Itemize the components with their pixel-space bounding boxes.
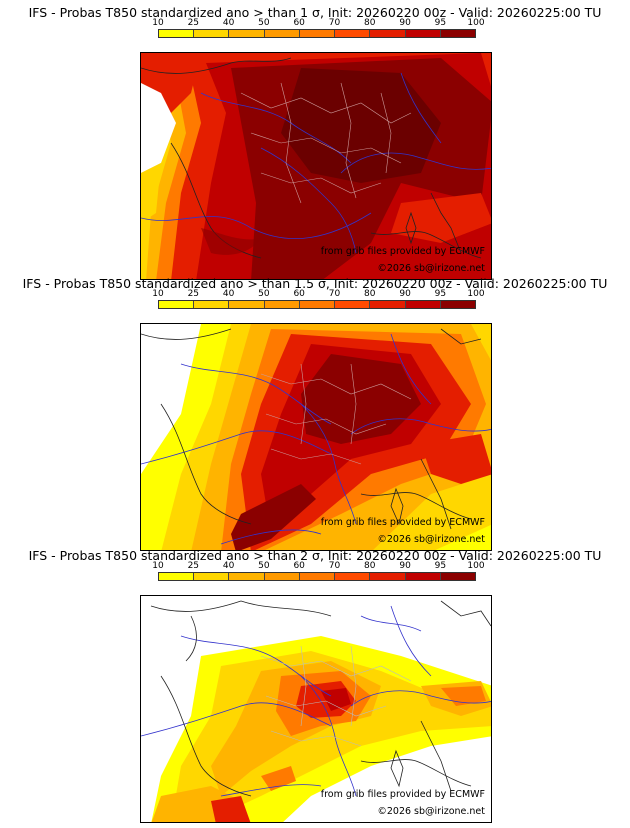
scale-swatch [370,301,406,308]
scale-swatch [335,573,371,580]
scale-swatch [405,30,441,37]
scale-tick: 100 [467,561,485,571]
map-panel-3: IFS - Probas T850 standardized ano > tha… [0,548,630,824]
copyright-credit: ©2026 sb@irizone.net [377,806,485,817]
scale-swatch [299,30,336,37]
panel-title: IFS - Probas T850 standardized ano > tha… [28,548,602,563]
panel-title: IFS - Probas T850 standardized ano > tha… [22,276,608,291]
scale-swatch [159,30,195,37]
scale-swatch [299,301,336,308]
scale-tick: 50 [258,289,270,299]
map-panel-1: IFS - Probas T850 standardized ano > tha… [0,5,630,281]
scale-tick: 25 [187,561,200,571]
scale-tick: 40 [222,289,235,299]
scale-ticks: 10 25 40 50 60 70 80 90 95 100 [152,561,484,572]
scale-tick: 100 [467,18,485,28]
map-graphic [141,596,491,822]
scale-swatch [229,30,265,37]
scale-tick: 90 [399,289,411,299]
map-panel-2: IFS - Probas T850 standardized ano > tha… [0,276,630,552]
scale-swatch [335,30,371,37]
scale-tick: 80 [364,289,376,299]
scale-tick: 10 [152,289,164,299]
scale-swatch [370,573,406,580]
scale-swatch [159,573,195,580]
scale-swatch [440,301,475,308]
scale-swatch [229,301,265,308]
scale-swatch [229,573,265,580]
scale-swatch [194,573,230,580]
scale-tick: 95 [434,561,447,571]
copyright-credit: ©2026 sb@irizone.net [377,534,485,545]
scale-tick: 80 [364,561,376,571]
color-scale [158,300,476,309]
panel-title: IFS - Probas T850 standardized ano > tha… [28,5,602,20]
scale-swatch [159,301,195,308]
source-credit: from grib files provided by ECMWF [320,246,485,257]
scale-swatch [264,301,300,308]
scale-tick: 25 [187,18,200,28]
scale-tick: 80 [364,18,376,28]
scale-tick: 10 [152,18,164,28]
scale-swatch [264,573,300,580]
scale-swatch [194,30,230,37]
source-credit: from grib files provided by ECMWF [320,789,485,800]
scale-swatch [264,30,300,37]
scale-tick: 90 [399,18,411,28]
color-scale [158,29,476,38]
scale-tick: 10 [152,561,164,571]
scale-ticks: 10 25 40 50 60 70 80 90 95 100 [152,289,484,300]
scale-swatch [405,301,441,308]
probability-map: from grib files provided by ECMWF ©2026 … [140,52,492,280]
scale-ticks: 10 25 40 50 60 70 80 90 95 100 [152,18,484,29]
scale-tick: 50 [258,18,270,28]
scale-tick: 60 [293,289,305,299]
scale-tick: 40 [222,18,235,28]
map-graphic [141,324,491,550]
copyright-credit: ©2026 sb@irizone.net [377,263,485,274]
scale-tick: 95 [434,289,447,299]
color-scale [158,572,476,581]
source-credit: from grib files provided by ECMWF [320,517,485,528]
scale-swatch [299,573,336,580]
probability-map: from grib files provided by ECMWF ©2026 … [140,595,492,823]
scale-tick: 90 [399,561,411,571]
scale-tick: 95 [434,18,447,28]
scale-tick: 50 [258,561,270,571]
scale-swatch [194,301,230,308]
probability-map: from grib files provided by ECMWF ©2026 … [140,323,492,551]
scale-tick: 40 [222,561,235,571]
scale-tick: 60 [293,561,305,571]
scale-tick: 100 [467,289,485,299]
scale-swatch [335,301,371,308]
scale-swatch [440,30,475,37]
scale-tick: 70 [328,18,341,28]
scale-tick: 60 [293,18,305,28]
scale-tick: 70 [328,561,341,571]
scale-swatch [440,573,475,580]
map-graphic [141,53,491,279]
scale-swatch [370,30,406,37]
scale-swatch [405,573,441,580]
scale-tick: 70 [328,289,341,299]
scale-tick: 25 [187,289,200,299]
